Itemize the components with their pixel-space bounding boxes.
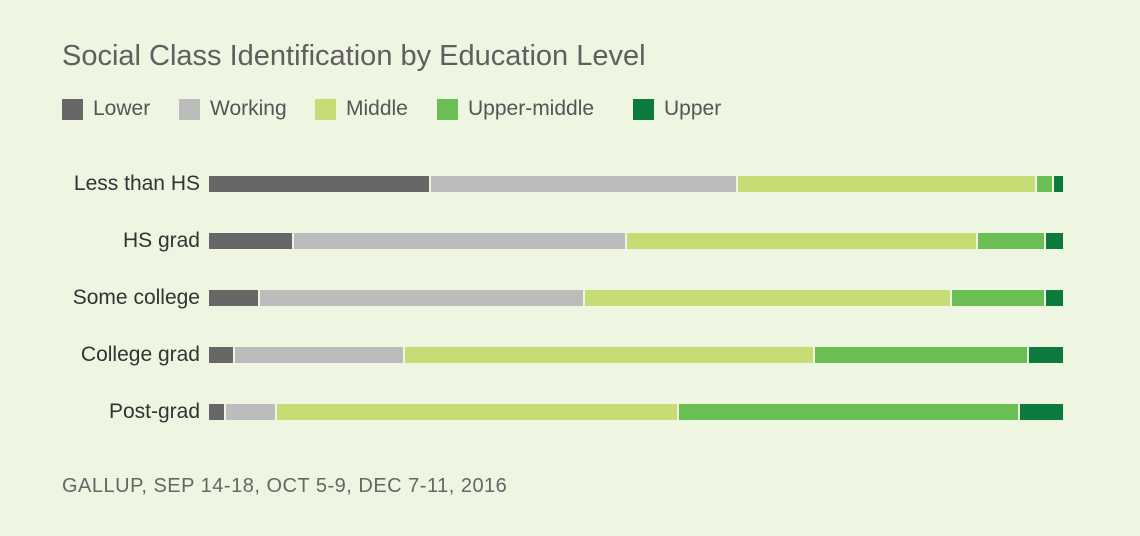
bar-row-post-grad: Post-grad: [0, 400, 1140, 423]
chart-title: Social Class Identification by Education…: [62, 40, 646, 72]
bar-segment-less-than-hs-middle: [738, 176, 1038, 192]
bar-segment-hs-grad-upper-middle: [977, 233, 1046, 249]
stacked-bar-less-than-hs: [209, 176, 1063, 192]
bar-segment-some-college-working: [260, 290, 585, 306]
bar-segment-post-grad-upper-middle: [678, 404, 1021, 420]
category-label-less-than-hs: Less than HS: [73, 172, 200, 195]
legend-swatch-working: [179, 98, 200, 120]
bar-segment-hs-grad-working: [294, 233, 628, 249]
bar-segment-post-grad-upper: [1020, 404, 1063, 420]
bar-row-hs-grad: HS grad: [0, 229, 1140, 252]
bar-segment-hs-grad-lower: [209, 233, 295, 249]
bar-segment-college-grad-working: [234, 347, 406, 363]
bar-row-college-grad: College grad: [0, 343, 1140, 366]
legend-swatch-middle: [315, 98, 336, 120]
stacked-bar-college-grad: [209, 347, 1063, 363]
source-note: GALLUP, SEP 14-18, OCT 5-9, DEC 7-11, 20…: [62, 475, 508, 497]
legend-label-working: Working: [210, 97, 287, 120]
stacked-bar-hs-grad: [209, 233, 1063, 249]
bar-segment-less-than-hs-upper-middle: [1037, 176, 1055, 192]
legend-swatch-upper: [633, 98, 654, 120]
bar-segment-college-grad-lower: [209, 347, 235, 363]
category-label-hs-grad: HS grad: [122, 229, 200, 252]
bar-segment-some-college-upper: [1045, 290, 1063, 306]
bar-segment-less-than-hs-lower: [209, 176, 432, 192]
legend-item-upper-middle: Upper-middle: [437, 97, 594, 121]
category-label-college-grad: College grad: [80, 343, 200, 366]
bar-segment-less-than-hs-upper: [1054, 176, 1063, 192]
bar-segment-less-than-hs-working: [431, 176, 739, 192]
legend-item-lower: Lower: [62, 97, 150, 121]
legend-label-middle: Middle: [346, 97, 408, 120]
stacked-bar-some-college: [209, 290, 1063, 306]
bar-segment-post-grad-working: [226, 404, 278, 420]
legend-item-middle: Middle: [315, 97, 408, 121]
legend-item-upper: Upper: [633, 97, 721, 121]
bar-segment-post-grad-lower: [209, 404, 227, 420]
bar-segment-post-grad-middle: [277, 404, 679, 420]
bar-segment-college-grad-middle: [405, 347, 816, 363]
bar-segment-college-grad-upper-middle: [815, 347, 1029, 363]
bar-row-less-than-hs: Less than HS: [0, 172, 1140, 195]
stacked-bar-post-grad: [209, 404, 1063, 420]
bar-row-some-college: Some college: [0, 286, 1140, 309]
legend-item-working: Working: [179, 97, 287, 121]
bar-segment-hs-grad-middle: [627, 233, 978, 249]
legend-swatch-lower: [62, 98, 83, 120]
bar-segment-college-grad-upper: [1028, 347, 1063, 363]
bar-segment-some-college-lower: [209, 290, 261, 306]
legend-swatch-upper-middle: [437, 98, 458, 120]
bar-segment-some-college-upper-middle: [951, 290, 1046, 306]
category-label-post-grad: Post-grad: [108, 400, 200, 423]
category-label-some-college: Some college: [72, 286, 200, 309]
bar-segment-some-college-middle: [584, 290, 952, 306]
legend-label-lower: Lower: [93, 97, 151, 120]
legend-label-upper-middle: Upper-middle: [468, 97, 595, 120]
bar-segment-hs-grad-upper: [1045, 233, 1063, 249]
legend-label-upper: Upper: [664, 97, 722, 120]
